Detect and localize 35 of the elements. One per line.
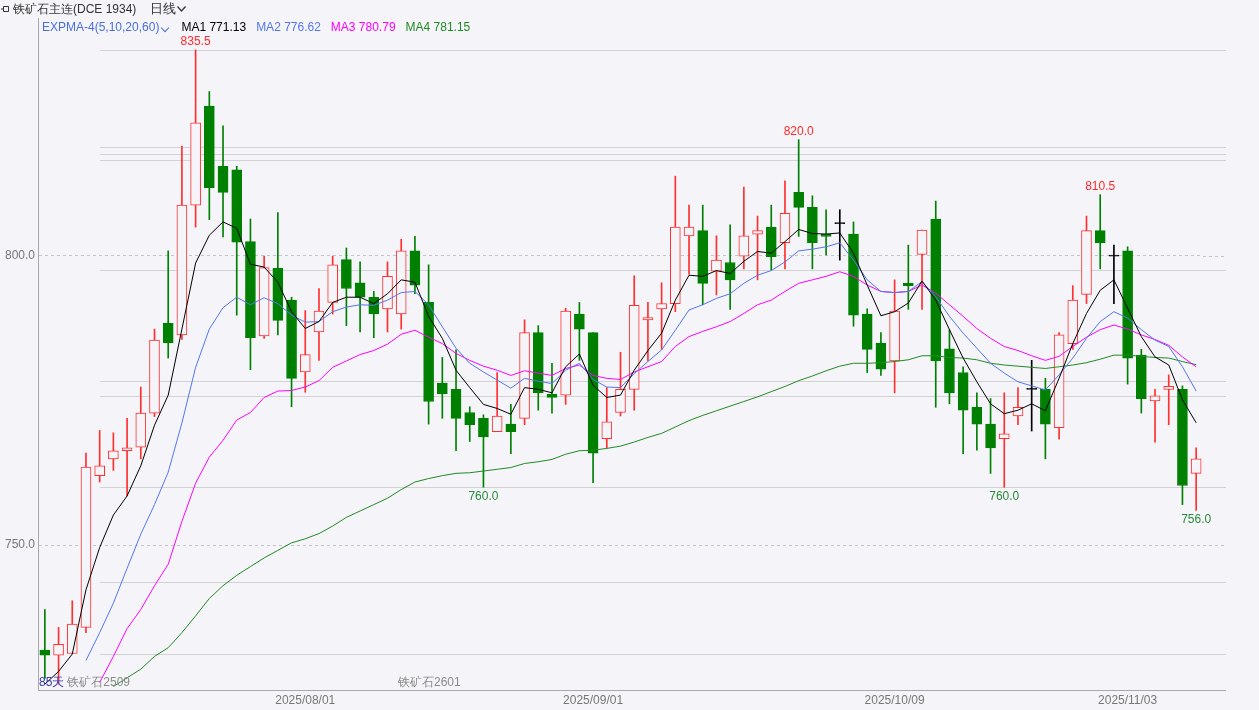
annotation: 810.5 (1085, 179, 1116, 193)
annotation: 760.0 (989, 488, 1020, 503)
candlestick (39, 609, 51, 679)
candlestick (1094, 194, 1106, 270)
text: MA3 780.79 (330, 20, 396, 34)
annotation: 820.0 (783, 123, 815, 138)
y-tick-label: 800.0 (4, 247, 36, 262)
text: MA1 771.13 (181, 20, 247, 34)
annotation: 835.5 (180, 34, 211, 49)
y-tick-label: 750.0 (4, 537, 36, 552)
x-tick-label: 2025/11/03 (1098, 692, 1158, 707)
text: MA4 781.15 (405, 20, 471, 34)
annotation: 铁矿石2601 (397, 675, 462, 690)
annotation: 756.0 (1181, 511, 1212, 526)
candlestick (642, 302, 654, 362)
candlestick (998, 392, 1010, 488)
candlestick (94, 430, 106, 483)
candlestick (793, 139, 805, 237)
chart-title: 铁矿石主连(DCE 1934) (13, 0, 137, 18)
text: MA2 776.62 (256, 20, 321, 34)
x-tick-label: 2025/10/09 (864, 692, 925, 707)
chart-subtitle: 日线 (150, 0, 177, 18)
x-tick-label: 2025/08/01 (275, 692, 336, 707)
candlestick (1108, 244, 1120, 304)
x-tick-label: 2025/09/01 (563, 692, 624, 707)
candlestick (162, 250, 174, 359)
candlestick (902, 244, 914, 310)
annotation: 760.0 (468, 488, 499, 503)
candlestick (1163, 374, 1175, 426)
candlestick (436, 357, 448, 419)
candlestick (354, 261, 366, 333)
annotation: 85天 (39, 675, 65, 690)
candlestick (1190, 447, 1202, 511)
candlestick (1149, 389, 1161, 443)
legend-title: EXPMA-4(5,10,20,60) (42, 20, 171, 34)
